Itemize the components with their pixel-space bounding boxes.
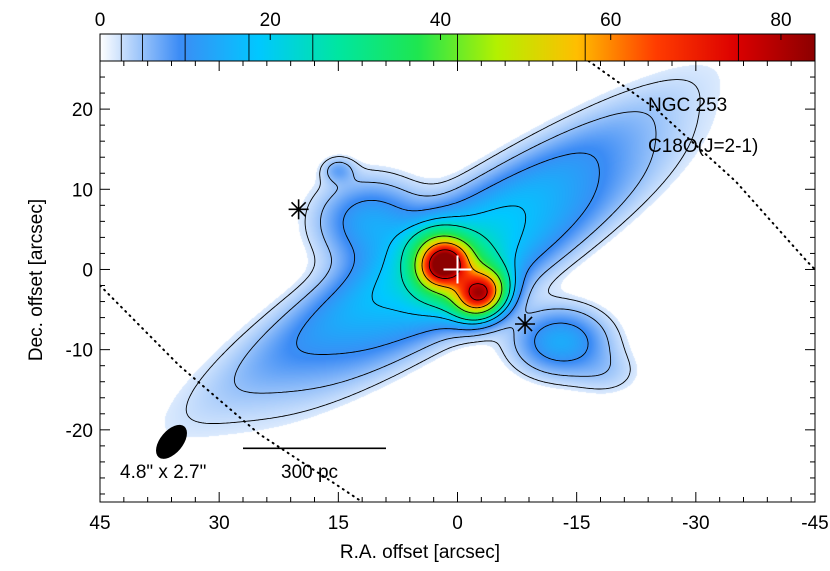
contour-line bbox=[296, 152, 600, 362]
contour-line bbox=[414, 235, 503, 314]
asterisk-stroke bbox=[290, 201, 307, 217]
colorbar-tick-label: 60 bbox=[600, 10, 621, 31]
beam-label: 4.8" x 2.7" bbox=[120, 462, 206, 483]
x-tick-label: -30 bbox=[682, 513, 709, 534]
x-tick-label: 45 bbox=[89, 513, 110, 534]
dotted-curves bbox=[100, 61, 815, 502]
contour-line bbox=[233, 111, 657, 394]
x-tick-label: 15 bbox=[328, 513, 349, 534]
dotted-curve bbox=[587, 61, 815, 271]
colorbar-tick-label: 40 bbox=[430, 10, 451, 31]
contour-lines bbox=[185, 79, 701, 424]
contour-line bbox=[421, 242, 497, 309]
asterisk-stroke bbox=[517, 316, 533, 332]
contour-line bbox=[185, 79, 701, 424]
markers bbox=[156, 199, 536, 459]
center-cross-marker bbox=[443, 255, 472, 284]
y-tick-label: -10 bbox=[66, 341, 93, 362]
object-label: NGC 253 bbox=[648, 95, 727, 116]
y-tick-label: 0 bbox=[82, 260, 93, 281]
contour-line bbox=[400, 224, 511, 321]
x-axis-label: R.A. offset [arcsec] bbox=[340, 542, 500, 563]
colorbar-tick-labels: 0 20 40 60 80 bbox=[95, 10, 792, 31]
x-tick-label: -45 bbox=[801, 513, 828, 534]
y-tick-label: 20 bbox=[72, 100, 93, 121]
x-tick-label: -15 bbox=[563, 513, 590, 534]
colorbar-tick-label: 20 bbox=[260, 10, 281, 31]
x-tick-label: 30 bbox=[209, 513, 230, 534]
colorbar-tick-label: 80 bbox=[770, 10, 791, 31]
y-axis-label: Dec. offset [arcsec] bbox=[26, 199, 47, 361]
asterisk-marker bbox=[288, 199, 309, 220]
dotted-curve bbox=[100, 284, 364, 502]
scale-bar-label: 300 pc bbox=[281, 462, 338, 483]
colorbar bbox=[99, 33, 816, 62]
asterisk-marker bbox=[515, 313, 536, 334]
axes: 45 30 15 0 -15 -30 -45 20 10 0 -10 -20 bbox=[66, 60, 829, 534]
y-tick-label: -20 bbox=[66, 421, 93, 442]
beam-ellipse bbox=[156, 424, 187, 459]
y-tick-label: 10 bbox=[72, 180, 93, 201]
colorbar-tick-label: 0 bbox=[95, 10, 106, 31]
contour-line bbox=[371, 205, 527, 325]
line-label: C18O(J=2-1) bbox=[648, 136, 758, 157]
x-tick-label: 0 bbox=[452, 513, 463, 534]
